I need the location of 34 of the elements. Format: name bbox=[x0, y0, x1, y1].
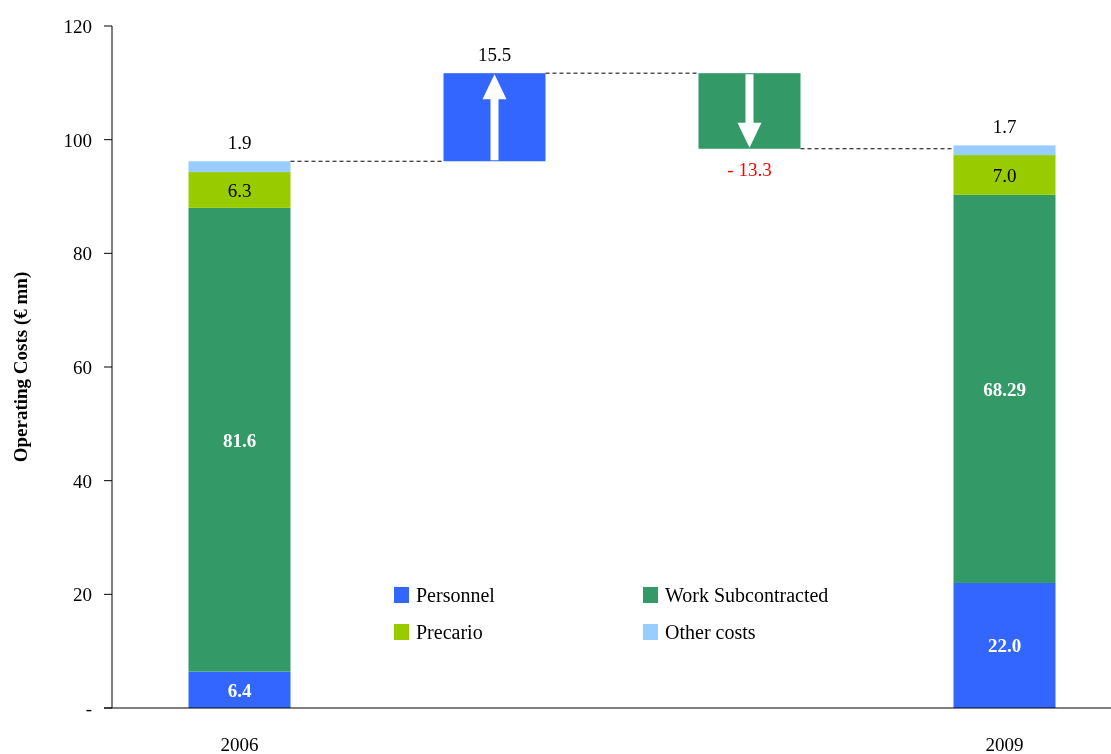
data-label: 15.5 bbox=[477, 43, 512, 65]
bar bbox=[188, 172, 291, 208]
bar bbox=[188, 671, 291, 708]
bar bbox=[698, 73, 801, 149]
x-tick-label: 2009 bbox=[985, 733, 1024, 754]
data-label: 81.6 bbox=[222, 429, 257, 451]
y-tick-label: 80 bbox=[73, 242, 92, 264]
y-tick-label: 20 bbox=[73, 583, 92, 605]
y-tick-label: 40 bbox=[73, 470, 92, 492]
data-label: 68.29 bbox=[983, 378, 1026, 400]
legend-label: Personnel bbox=[416, 584, 496, 606]
bar bbox=[953, 582, 1056, 708]
data-label: 6.4 bbox=[227, 679, 252, 701]
y-tick-label: 120 bbox=[63, 15, 92, 37]
bar bbox=[953, 155, 1056, 195]
y-tick-label: - bbox=[85, 697, 92, 719]
bar bbox=[953, 194, 1056, 583]
data-label: - 13.3 bbox=[727, 158, 772, 180]
y-axis-title: Operating Costs (€ mn) bbox=[9, 271, 32, 463]
legend-label: Other costs bbox=[665, 621, 756, 643]
data-label: 22.0 bbox=[987, 634, 1022, 656]
bar bbox=[188, 207, 291, 672]
data-label: 1.9 bbox=[227, 131, 252, 153]
y-tick-label: 60 bbox=[73, 356, 92, 378]
bar bbox=[188, 161, 291, 173]
data-label: 7.0 bbox=[992, 164, 1017, 186]
data-label: 1.7 bbox=[992, 115, 1017, 137]
y-tick-label: 100 bbox=[63, 129, 92, 151]
bar bbox=[443, 73, 546, 162]
data-label: 6.3 bbox=[227, 179, 252, 201]
x-tick-label: 2006 bbox=[220, 733, 259, 754]
legend-label: Precario bbox=[416, 621, 483, 643]
legend-label: Work Subcontracted bbox=[665, 584, 829, 606]
bar bbox=[953, 145, 1056, 156]
